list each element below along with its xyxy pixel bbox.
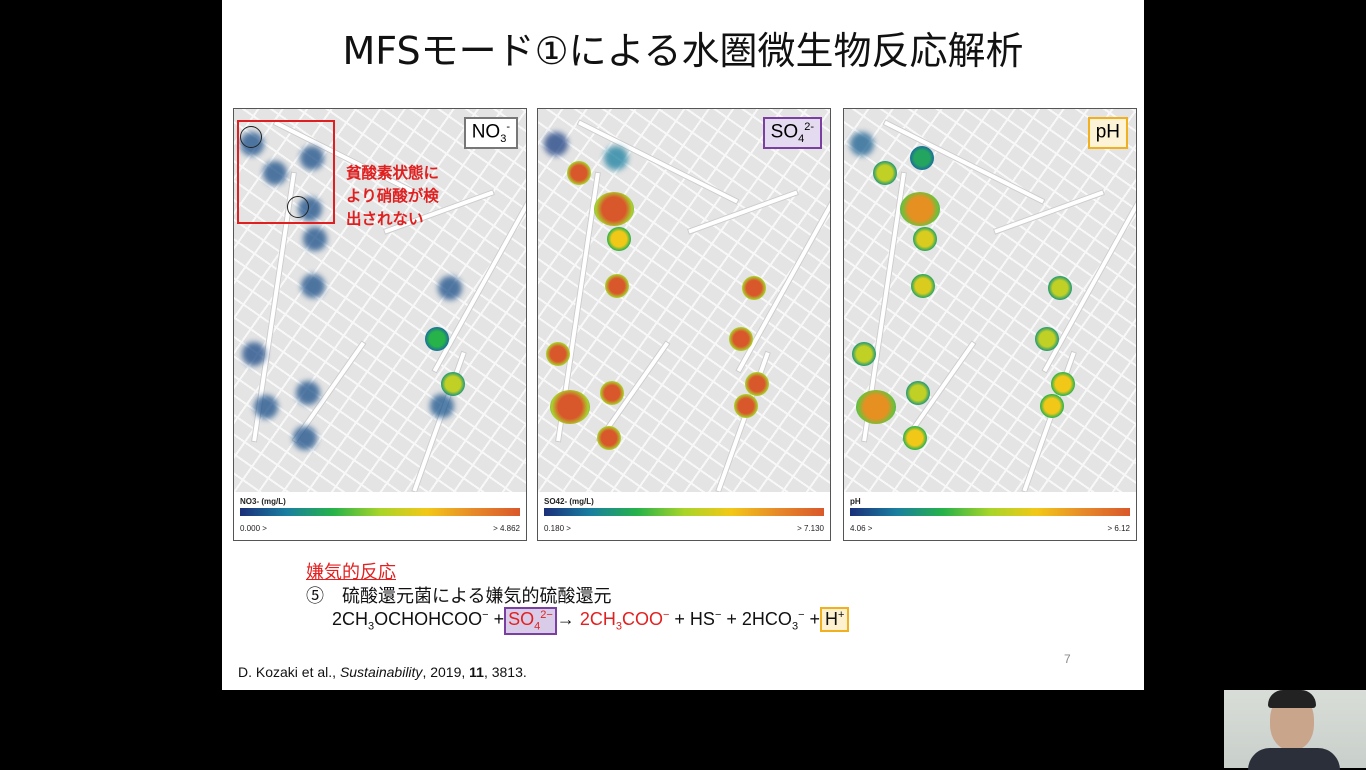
citation: D. Kozaki et al., Sustainability, 2019, … xyxy=(238,664,527,680)
measurement-heat-spot xyxy=(438,276,462,300)
color-scale-legend: pH 4.06 > > 6.12 xyxy=(844,492,1136,540)
legend-max: > 4.862 xyxy=(493,524,520,533)
measurement-heat-spot xyxy=(544,132,568,156)
legend-min: 0.000 > xyxy=(240,524,267,533)
legend-title: SO42- (mg/L) xyxy=(544,497,594,506)
annotation-text: 貧酸素状態に より硝酸が検 出されない xyxy=(346,162,439,231)
annotation-line: 貧酸素状態に xyxy=(346,164,440,182)
measurement-heat-spot xyxy=(550,390,590,424)
citation-year: , 2019, xyxy=(422,664,470,680)
h-highlight: H+ xyxy=(820,607,850,632)
map-road xyxy=(686,189,800,235)
street-map xyxy=(538,109,830,494)
measurement-heat-spot xyxy=(441,372,465,396)
color-gradient-bar xyxy=(850,508,1130,516)
measurement-heat-spot xyxy=(852,342,876,366)
presenter-suit xyxy=(1248,748,1340,770)
measurement-heat-spot xyxy=(303,227,327,251)
so4-highlight: SO42− xyxy=(504,607,557,635)
parameter-label: pH xyxy=(1087,117,1128,150)
street-map xyxy=(844,109,1136,494)
measurement-heat-spot xyxy=(856,390,896,424)
measurement-heat-spot xyxy=(911,274,935,298)
color-scale-legend: NO3- (mg/L) 0.000 > > 4.862 xyxy=(234,492,526,540)
measurement-heat-spot xyxy=(546,342,570,366)
map-road xyxy=(576,119,740,205)
measurement-heat-spot xyxy=(567,161,591,185)
measurement-heat-spot xyxy=(604,146,628,170)
map-road xyxy=(992,189,1106,235)
legend-min: 4.06 > xyxy=(850,524,873,533)
measurement-heat-spot xyxy=(293,426,317,450)
annotation-line: 出されない xyxy=(346,210,424,228)
reaction-equation: 2CH3OCHOHCOO− + SO42− → 2CH3COO− + HS− + 2… xyxy=(332,607,850,635)
slide-title: MFSモード①による水圏微生物反応解析 xyxy=(342,29,1024,73)
map-road xyxy=(882,119,1046,205)
measurement-heat-spot xyxy=(594,192,634,226)
measurement-heat-spot xyxy=(745,372,769,396)
annotation-line: より硝酸が検 xyxy=(346,187,439,205)
legend-max: > 6.12 xyxy=(1107,524,1130,533)
map-road xyxy=(411,350,467,494)
reaction-heading: 嫌気的反応 xyxy=(306,562,396,582)
measurement-heat-spot xyxy=(906,381,930,405)
map-road xyxy=(1021,350,1077,494)
presentation-slide: MFSモード①による水圏微生物反応解析 NO3- NO3- (mg/L) 0.000… xyxy=(222,0,1144,690)
citation-authors: D. Kozaki et al., xyxy=(238,664,340,680)
measurement-heat-spot xyxy=(910,146,934,170)
citation-volume: 11 xyxy=(469,664,484,680)
reaction-item: ⑤ 硫酸還元菌による嫌気的硫酸還元 xyxy=(306,586,612,606)
measurement-heat-spot xyxy=(850,132,874,156)
legend-max: > 7.130 xyxy=(797,524,824,533)
measurement-heat-spot xyxy=(900,192,940,226)
measurement-heat-spot xyxy=(729,327,753,351)
measurement-heat-spot xyxy=(600,381,624,405)
measurement-heat-spot xyxy=(1035,327,1059,351)
citation-journal: Sustainability xyxy=(339,664,423,680)
parameter-label: SO42- xyxy=(762,117,822,150)
measurement-heat-spot xyxy=(1040,394,1064,418)
color-scale-legend: SO42- (mg/L) 0.180 > > 7.130 xyxy=(538,492,830,540)
color-gradient-bar xyxy=(240,508,520,516)
measurement-heat-spot xyxy=(300,146,324,170)
measurement-heat-spot xyxy=(742,276,766,300)
color-gradient-bar xyxy=(544,508,824,516)
page-number: 7 xyxy=(1064,652,1071,666)
marker-circle xyxy=(287,196,309,218)
marker-circle xyxy=(240,126,262,148)
measurement-heat-spot xyxy=(263,161,287,185)
measurement-heat-spot xyxy=(913,227,937,251)
highlight-box xyxy=(237,120,335,224)
measurement-heat-spot xyxy=(301,274,325,298)
legend-title: NO3- (mg/L) xyxy=(240,497,286,506)
no3-map-panel: NO3- NO3- (mg/L) 0.000 > > 4.862 xyxy=(233,108,527,541)
webcam-thumbnail xyxy=(1224,690,1366,770)
so4-map-panel: SO42- SO42- (mg/L) 0.180 > > 7.130 xyxy=(537,108,831,541)
measurement-heat-spot xyxy=(873,161,897,185)
legend-title: pH xyxy=(850,497,861,506)
map-road xyxy=(715,350,771,494)
measurement-heat-spot xyxy=(430,394,454,418)
measurement-heat-spot xyxy=(734,394,758,418)
measurement-heat-spot xyxy=(425,327,449,351)
measurement-heat-spot xyxy=(607,227,631,251)
measurement-heat-spot xyxy=(254,395,278,419)
measurement-heat-spot xyxy=(605,274,629,298)
measurement-heat-spot xyxy=(296,381,320,405)
parameter-label: NO3- xyxy=(463,117,518,150)
ph-map-panel: pH pH 4.06 > > 6.12 xyxy=(843,108,1137,541)
presenter-hair xyxy=(1268,690,1316,708)
legend-min: 0.180 > xyxy=(544,524,571,533)
citation-pages: , 3813. xyxy=(483,664,527,680)
measurement-heat-spot xyxy=(903,426,927,450)
measurement-heat-spot xyxy=(242,342,266,366)
measurement-heat-spot xyxy=(597,426,621,450)
measurement-heat-spot xyxy=(1051,372,1075,396)
measurement-heat-spot xyxy=(1048,276,1072,300)
